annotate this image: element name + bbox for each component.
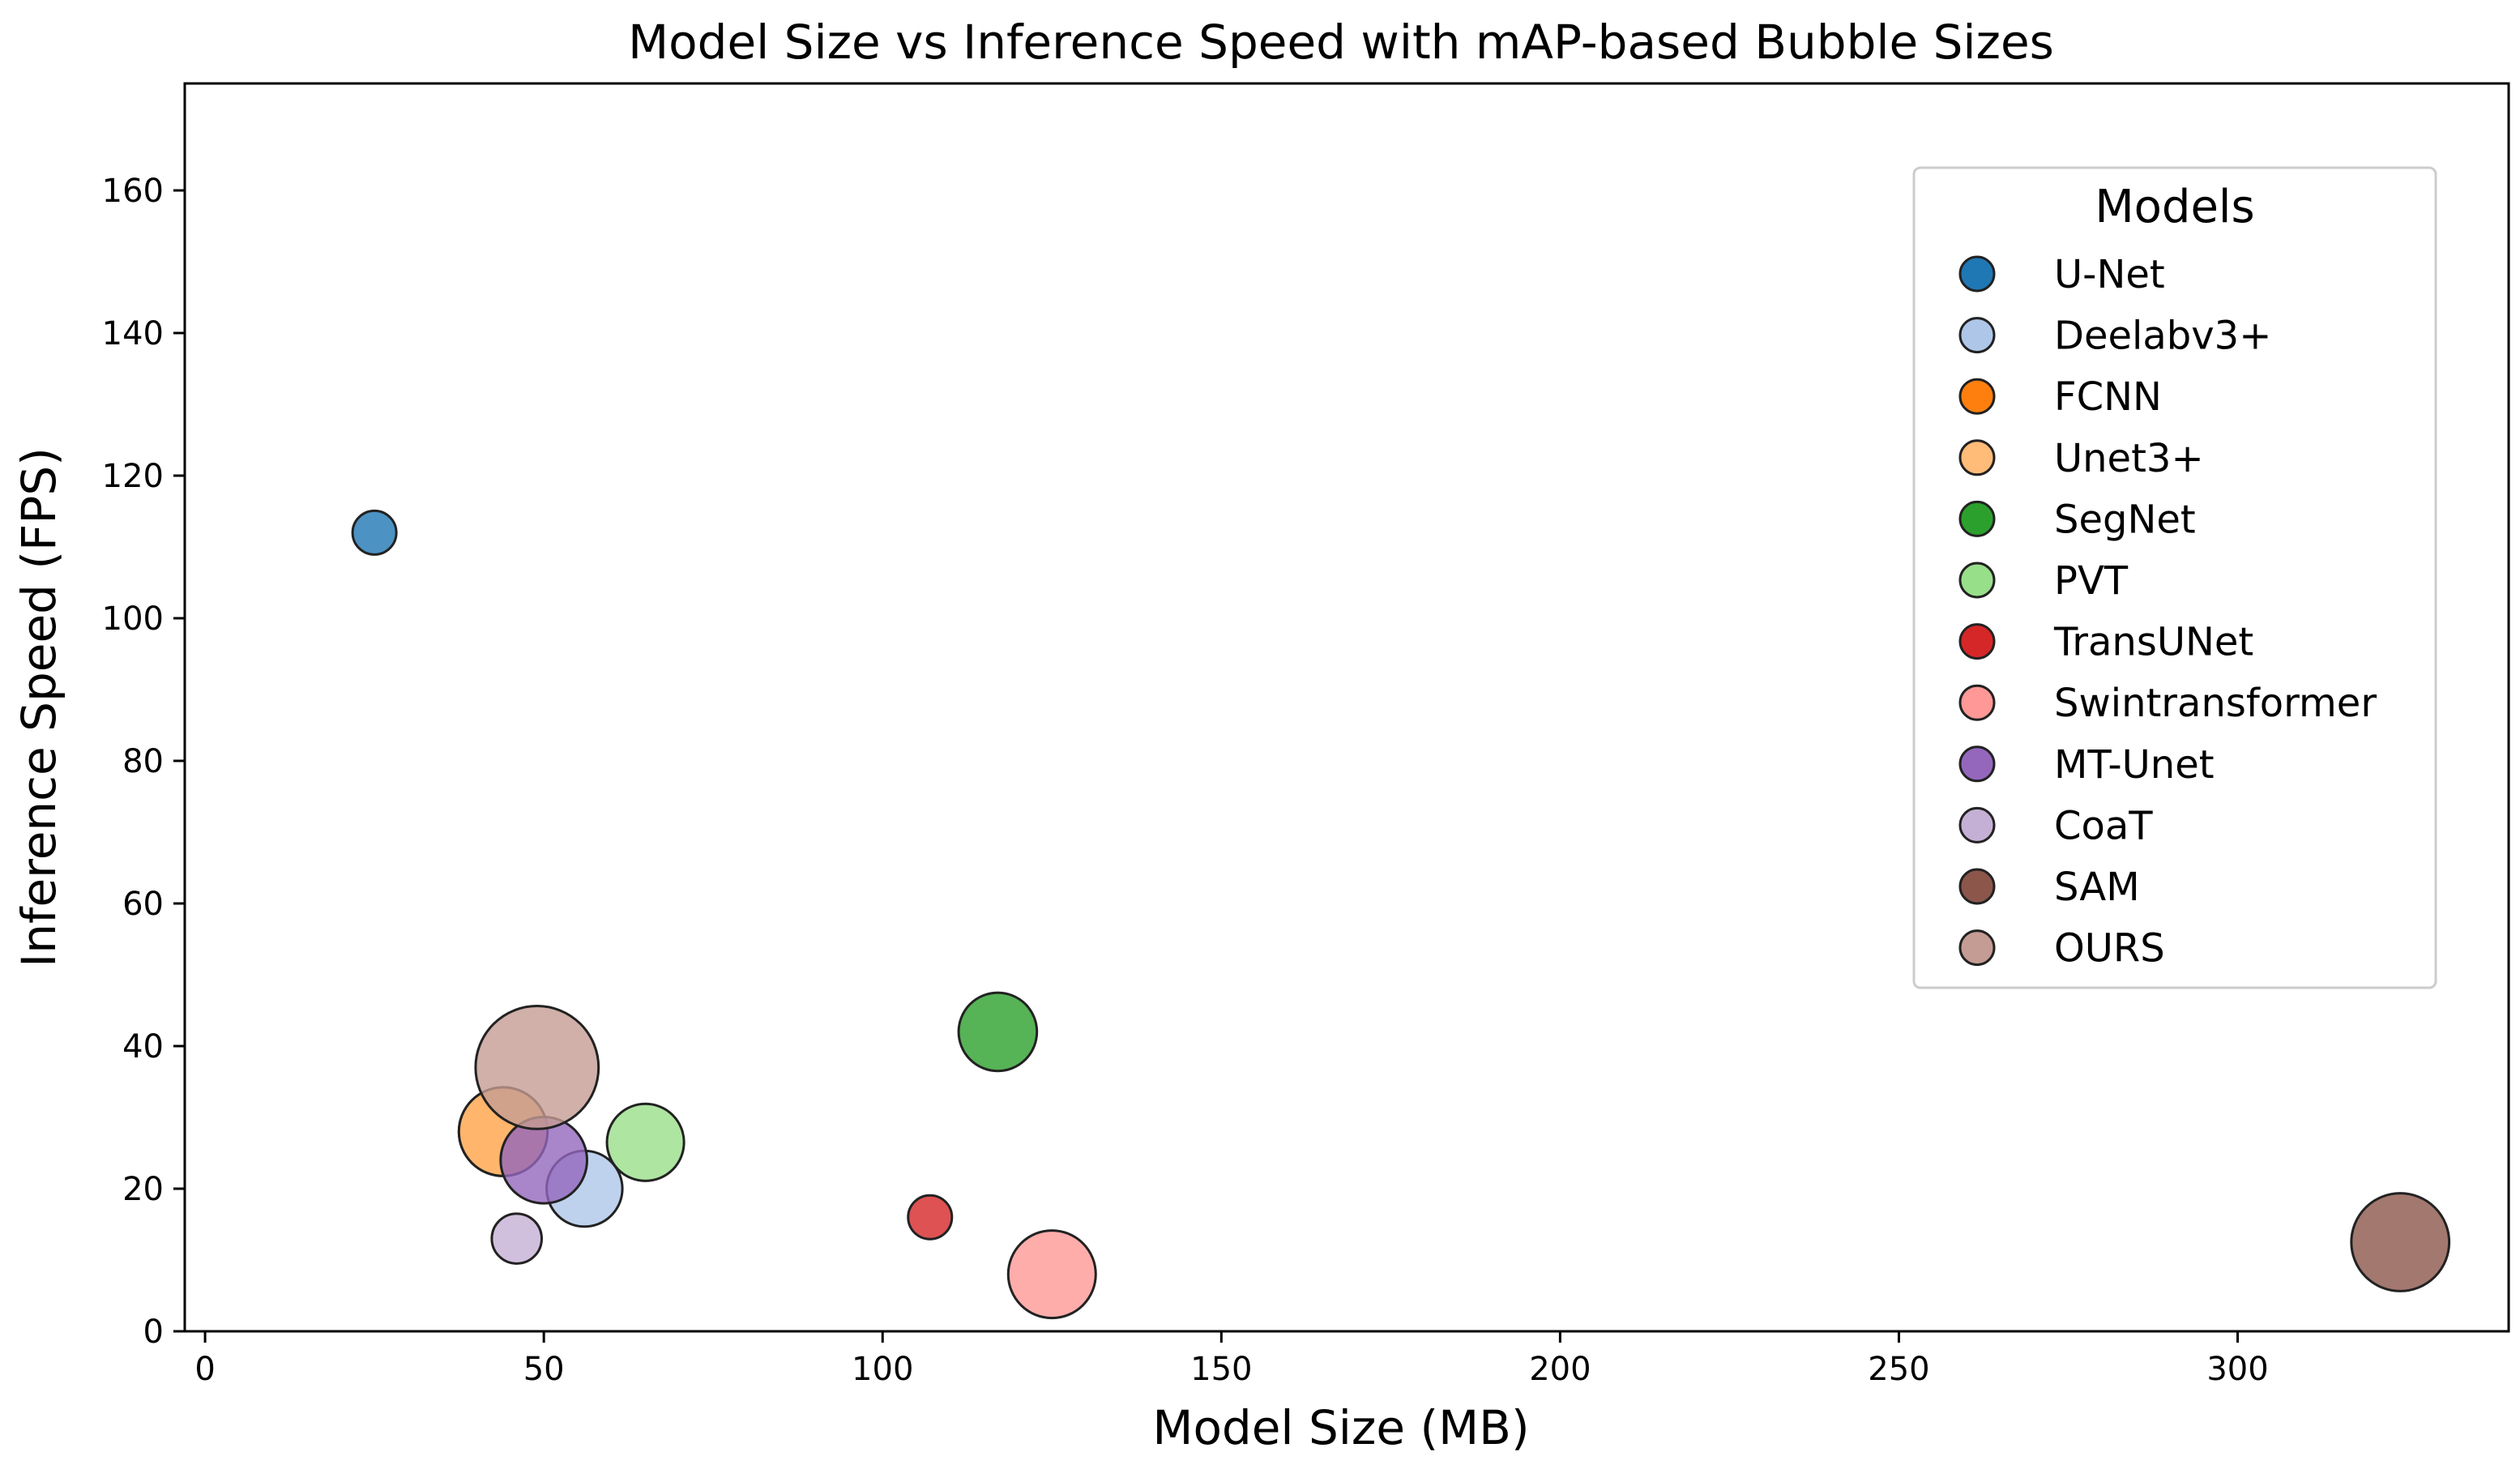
x-tick-label: 100 — [852, 1351, 913, 1388]
legend-marker — [1958, 623, 1996, 660]
legend-marker — [1958, 562, 1996, 599]
data-bubbles — [351, 509, 2451, 1320]
legend-label: FCNN — [2054, 374, 2162, 420]
legend-marker — [1958, 317, 1996, 354]
legend-title: Models — [2095, 181, 2254, 233]
x-axis-ticks: 0 50 100 150 200 250 300 — [194, 1331, 2269, 1388]
legend-label: SegNet — [2054, 497, 2196, 542]
bubble-pvt — [605, 1102, 686, 1182]
x-tick-label: 250 — [1868, 1351, 1929, 1388]
y-tick-label: 140 — [102, 315, 164, 352]
legend-marker — [1958, 500, 1996, 537]
legend-marker — [1958, 684, 1996, 721]
legend-label: CoaT — [2054, 803, 2153, 848]
legend-label: Deelabv3+ — [2054, 314, 2271, 359]
bubble-u-net — [351, 509, 398, 556]
legend-label: Unet3+ — [2054, 436, 2204, 481]
legend-label: MT-Unet — [2054, 742, 2215, 788]
legend: Models U-Net Deelabv3+ FCNN Unet3+ SegNet PVT… — [1912, 166, 2437, 989]
y-tick-label: 60 — [122, 886, 164, 923]
legend-label: OURS — [2054, 926, 2165, 972]
bubble-sam — [2350, 1192, 2451, 1292]
y-tick-label: 120 — [102, 458, 164, 495]
legend-marker — [1958, 868, 1996, 905]
legend-marker — [1958, 745, 1996, 783]
x-axis-label: Model Size (MB) — [1152, 1400, 1529, 1455]
y-tick-label: 100 — [102, 600, 164, 638]
legend-marker — [1958, 806, 1996, 844]
y-axis-label: Inference Speed (FPS) — [11, 447, 66, 967]
x-tick-label: 300 — [2206, 1351, 2268, 1388]
y-axis-ticks: 0 20 40 60 80 100 120 140 160 — [102, 173, 185, 1351]
bubble-ours — [474, 1005, 600, 1130]
bubble-coat — [490, 1212, 543, 1265]
legend-label: U-Net — [2054, 252, 2165, 297]
y-tick-label: 20 — [122, 1171, 164, 1208]
legend-label: PVT — [2054, 558, 2129, 604]
bubble-mt-unet — [499, 1115, 588, 1205]
legend-box — [1912, 166, 2437, 989]
legend-marker — [1958, 378, 1996, 415]
legend-label: Swintransformer — [2054, 681, 2377, 726]
legend-label: TransUNet — [2053, 620, 2253, 665]
bubble-swintransformer — [1006, 1229, 1097, 1320]
y-tick-label: 80 — [122, 743, 164, 780]
legend-marker — [1958, 929, 1996, 967]
x-tick-label: 0 — [194, 1351, 215, 1388]
x-tick-label: 50 — [523, 1351, 565, 1388]
legend-marker — [1958, 439, 1996, 476]
x-tick-label: 200 — [1529, 1351, 1591, 1388]
y-tick-label: 160 — [102, 173, 164, 210]
legend-marker — [1958, 255, 1996, 293]
bubble-segnet — [957, 991, 1039, 1073]
chart-title: Model Size vs Inference Speed with mAP-b… — [628, 15, 2054, 70]
legend-label: SAM — [2054, 865, 2140, 910]
x-tick-label: 150 — [1190, 1351, 1252, 1388]
y-tick-label: 40 — [122, 1028, 164, 1066]
y-tick-label: 0 — [143, 1313, 164, 1351]
bubble-transunet — [907, 1194, 954, 1241]
